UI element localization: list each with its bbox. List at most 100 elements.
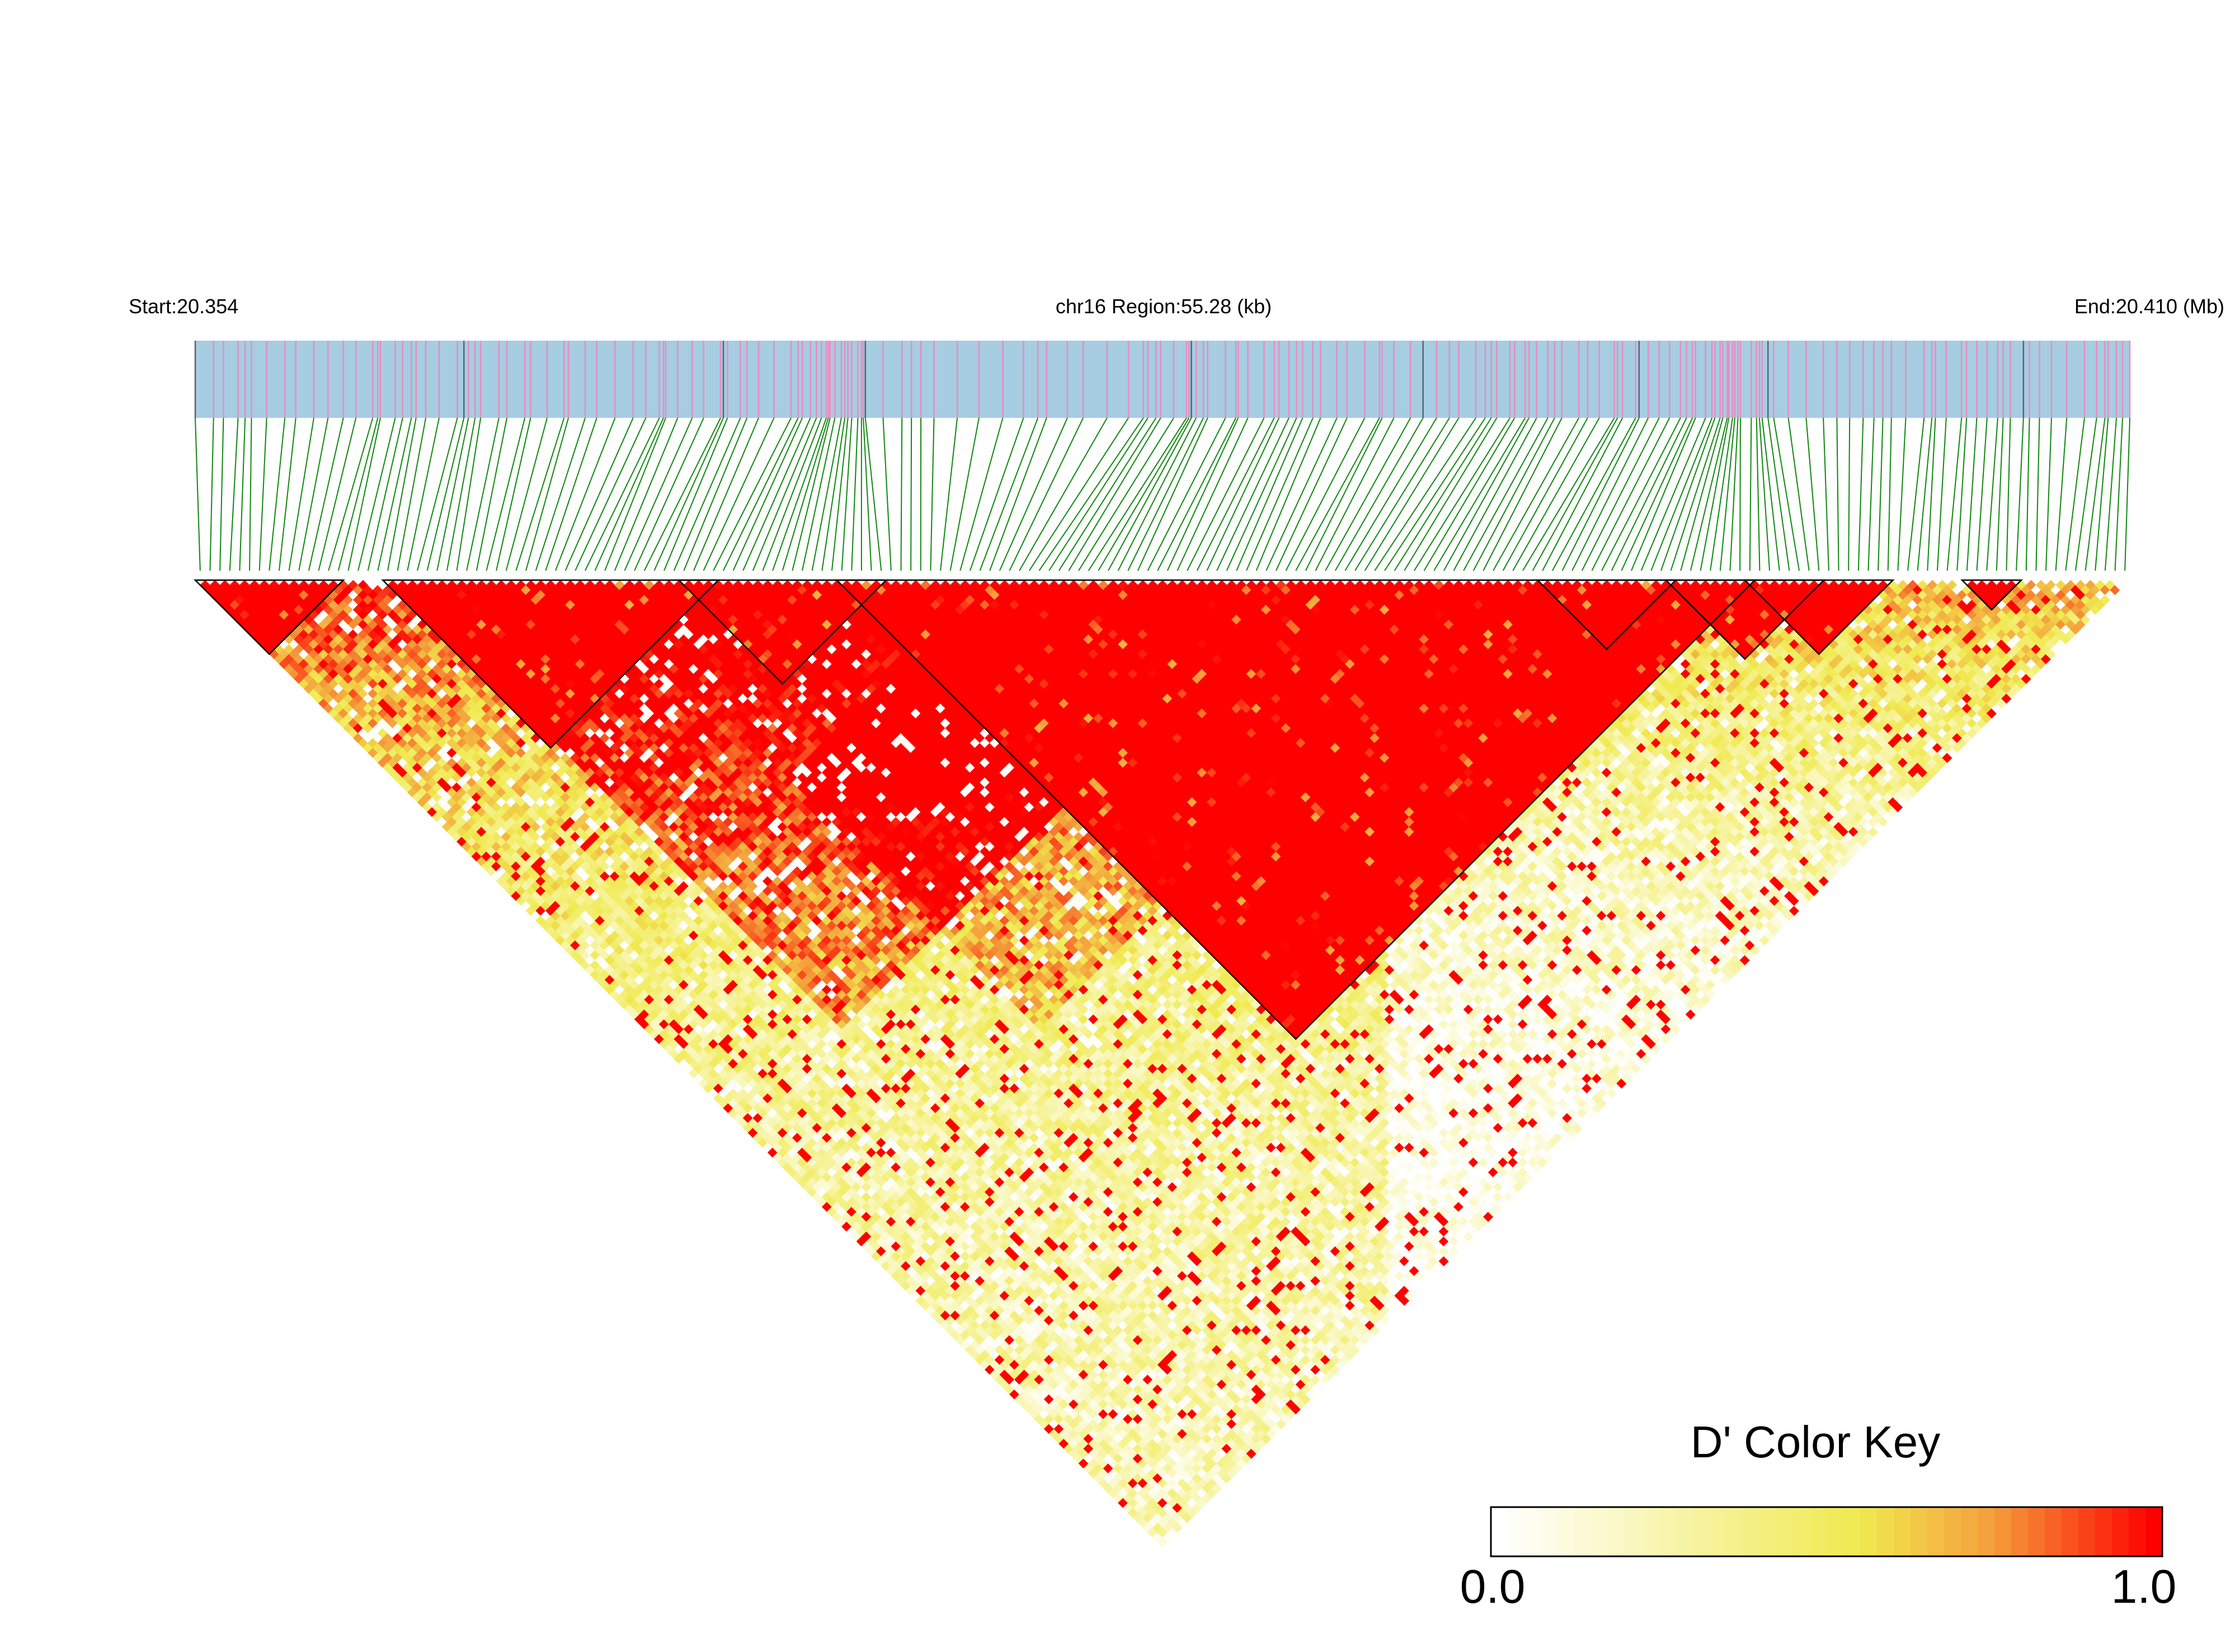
snp-connector xyxy=(1265,417,1338,571)
snp-connector xyxy=(1315,417,1395,571)
snp-connector xyxy=(1187,417,1265,571)
snp-connector xyxy=(1493,417,1580,571)
snp-connector xyxy=(999,417,1068,571)
snp-connector xyxy=(2065,417,2085,571)
snp-connector xyxy=(1433,417,1526,571)
snp-connector xyxy=(525,417,569,571)
snp-connector xyxy=(1028,417,1129,571)
snp-connector xyxy=(782,417,829,571)
snp-connector xyxy=(1966,417,1978,571)
snp-connector xyxy=(802,417,836,571)
snp-connector xyxy=(1897,417,1907,571)
snp-connector xyxy=(456,417,482,571)
snp-connector xyxy=(555,417,616,571)
snp-connector xyxy=(249,417,252,571)
snp-connector xyxy=(505,417,548,571)
snp-connector xyxy=(1756,417,1761,571)
snp-connector xyxy=(2025,417,2030,571)
snp-connector xyxy=(864,417,882,571)
snp-connector xyxy=(1453,417,1537,571)
snp-connector xyxy=(1571,417,1649,571)
snp-connector xyxy=(1177,417,1249,571)
snp-connector xyxy=(732,417,803,571)
snp-connector xyxy=(1275,417,1348,571)
snp-connector xyxy=(989,417,1047,571)
snp-connector xyxy=(288,417,314,571)
snp-connector xyxy=(239,417,246,571)
snp-connector xyxy=(1927,417,1936,571)
snp-connector xyxy=(1196,417,1275,571)
snp-connector xyxy=(1660,417,1716,571)
snp-connector xyxy=(535,417,586,571)
snp-connector xyxy=(1690,417,1728,571)
snp-connector xyxy=(545,417,597,571)
snp-connector xyxy=(1443,417,1530,571)
snp-connector xyxy=(1384,417,1486,571)
snp-connector xyxy=(337,417,379,571)
snp-connector xyxy=(1640,417,1706,571)
snp-track-background xyxy=(195,341,2130,418)
snp-connector xyxy=(209,417,214,571)
snp-connector xyxy=(318,417,357,571)
snp-connector xyxy=(1038,417,1144,571)
snp-connector xyxy=(643,417,721,571)
snp-connector xyxy=(1946,417,1963,571)
snp-connector xyxy=(486,417,526,571)
snp-connector xyxy=(1472,417,1555,571)
snp-connector xyxy=(1729,417,1739,571)
snp-connector xyxy=(269,417,286,571)
snp-connector xyxy=(1621,417,1693,571)
snp-connector xyxy=(2104,417,2117,571)
snp-connector xyxy=(1423,417,1516,571)
snp-connector xyxy=(367,417,403,571)
snp-connector xyxy=(466,417,500,571)
snp-connector xyxy=(1166,417,1239,571)
snp-connector xyxy=(1976,417,1988,571)
snp-connector xyxy=(1532,417,1618,571)
snp-connector xyxy=(2006,417,2011,571)
snp-connector xyxy=(1009,417,1084,571)
snp-connector xyxy=(653,417,724,571)
snp-connector xyxy=(1917,417,1933,571)
snp-connector xyxy=(772,417,827,571)
snp-connector xyxy=(2095,417,2109,571)
snp-connector xyxy=(387,417,417,571)
snp-connector xyxy=(1749,417,1752,571)
snp-connector xyxy=(614,417,679,571)
snp-connector xyxy=(742,417,811,571)
snp-connector xyxy=(970,417,1024,571)
region-title-label: chr16 Region:55.28 (kb) xyxy=(1056,295,1272,318)
snp-connector xyxy=(1078,417,1174,571)
snp-connector xyxy=(762,417,822,571)
snp-connector xyxy=(703,417,775,571)
snp-connector xyxy=(1611,417,1687,571)
snp-connector xyxy=(1463,417,1549,571)
snp-connector xyxy=(476,417,508,571)
snp-connector xyxy=(1206,417,1280,571)
snp-connector xyxy=(1295,417,1380,571)
snp-connector xyxy=(584,417,660,571)
snp-connector xyxy=(713,417,792,571)
snp-connector xyxy=(1773,417,1800,571)
snp-connector xyxy=(1157,417,1236,571)
snp-connector xyxy=(2055,417,2068,571)
snp-connector xyxy=(594,417,664,571)
snp-connector xyxy=(407,417,440,571)
snp-connector xyxy=(496,417,531,571)
snp-connector xyxy=(416,417,458,571)
snp-connector xyxy=(1719,417,1735,571)
snp-connector xyxy=(1867,417,1875,571)
snp-connector xyxy=(1512,417,1600,571)
snp-connector xyxy=(1805,417,1820,571)
snp-connector xyxy=(1502,417,1588,571)
snp-connector xyxy=(930,417,935,571)
snp-connector xyxy=(195,417,201,571)
snp-connector-lines xyxy=(195,417,2130,571)
snp-connector xyxy=(2016,417,2024,571)
snp-connector xyxy=(1848,417,1851,571)
snp-connector xyxy=(1117,417,1197,571)
snp-connector xyxy=(979,417,1039,571)
snp-connector xyxy=(1542,417,1624,571)
snp-connector xyxy=(2074,417,2097,571)
